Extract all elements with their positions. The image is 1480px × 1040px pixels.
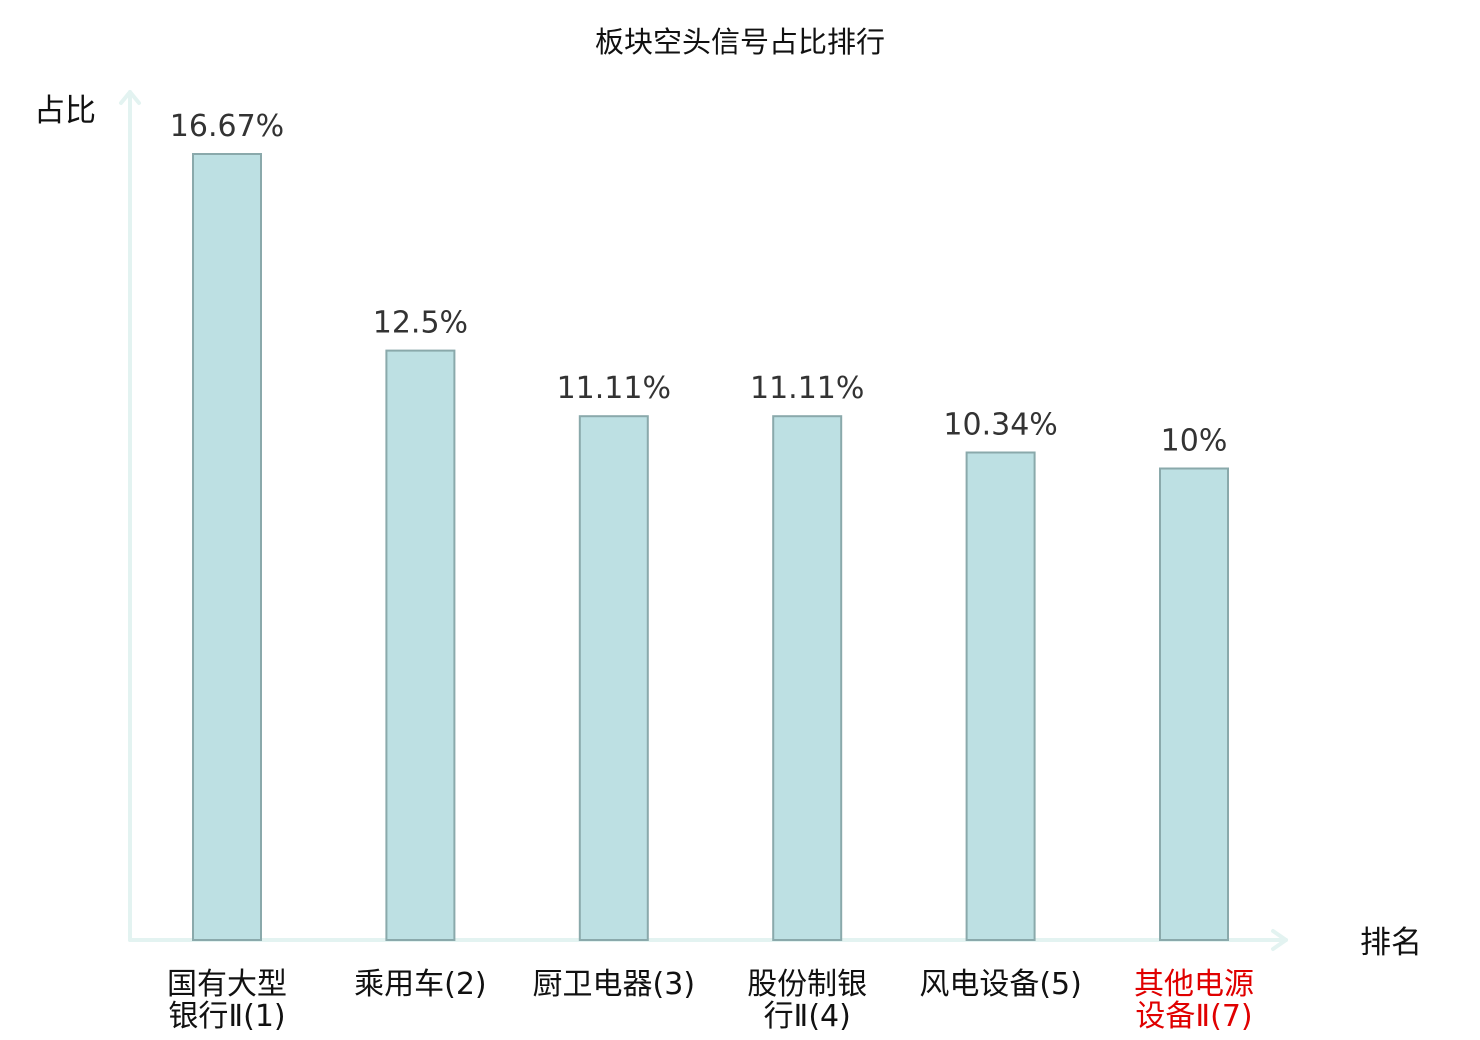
data-label-2: 12.5% bbox=[373, 306, 468, 341]
category-label-6-line-1: 其他电源 bbox=[1134, 967, 1254, 1002]
y-axis-label: 占比 bbox=[34, 93, 96, 129]
bar-2 bbox=[385, 349, 456, 942]
data-label-6: 10% bbox=[1161, 424, 1228, 459]
data-label-1: 16.67% bbox=[170, 109, 284, 144]
category-label-4-line-2: 行Ⅱ(4) bbox=[764, 999, 851, 1034]
category-label-5-line-1: 风电设备(5) bbox=[919, 967, 1082, 1002]
bar-3 bbox=[578, 415, 649, 941]
bar-5 bbox=[965, 451, 1036, 941]
category-label-4-line-1: 股份制银 bbox=[747, 967, 867, 1002]
data-labels: 16.67% 12.5% 11.11% 11.11% 10.34% 10% bbox=[170, 109, 1228, 459]
category-label-6-line-2: 设备Ⅱ(7) bbox=[1135, 999, 1252, 1034]
bar-1 bbox=[192, 153, 262, 941]
category-label-1-line-1: 国有大型 bbox=[167, 967, 287, 1002]
category-label-3-line-1: 厨卫电器(3) bbox=[533, 967, 696, 1002]
x-axis-arrow bbox=[1271, 929, 1288, 951]
bar-4 bbox=[772, 415, 843, 941]
chart-title: 板块空头信号占比排行 bbox=[595, 25, 885, 59]
data-label-5: 10.34% bbox=[943, 408, 1057, 443]
category-label-2-line-1: 乘用车(2) bbox=[354, 967, 487, 1002]
bar-series bbox=[192, 153, 1229, 942]
data-label-3: 11.11% bbox=[557, 371, 671, 406]
y-axis-arrow bbox=[119, 90, 141, 105]
x-axis-label: 排名 bbox=[1360, 925, 1422, 961]
category-label-1-line-2: 银行Ⅱ(1) bbox=[168, 999, 285, 1034]
chart-axes bbox=[119, 90, 1288, 951]
bar-6 bbox=[1159, 467, 1229, 941]
data-label-4: 11.11% bbox=[750, 371, 864, 406]
